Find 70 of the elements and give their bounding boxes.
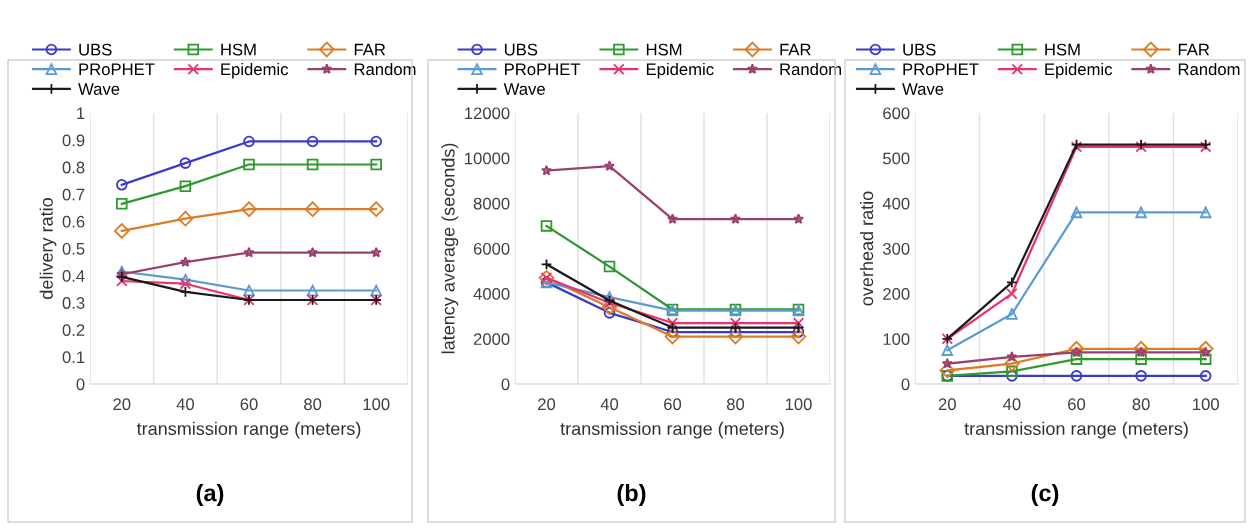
legend-label: Epidemic [221, 62, 289, 79]
y-tick-label: 0.6 [62, 215, 85, 228]
x-tick-label: 40 [1003, 398, 1021, 411]
x-tick-label: 20 [938, 398, 956, 411]
y-tick-label: 6000 [473, 242, 510, 255]
text: (b) [617, 483, 646, 506]
y-tick-label: 10000 [465, 152, 510, 165]
x-tick-label: 100 [1193, 398, 1219, 411]
legend-label: Random [354, 62, 416, 76]
y-tick-label: 200 [883, 288, 910, 300]
y-tick-label: 2000 [473, 333, 510, 346]
legend-label: Random [1178, 62, 1240, 76]
y-tick-label: 0.3 [62, 297, 85, 309]
y-tick-label: 12000 [465, 107, 510, 120]
legend-label: Wave [503, 83, 545, 95]
y-tick-label: 0 [901, 378, 910, 391]
x-tick-label: 60 [240, 398, 258, 411]
y-tick-label: 0.5 [62, 242, 85, 255]
y-axis-title: delivery ratio [39, 198, 57, 299]
legend-label: Wave [902, 83, 944, 95]
x-tick-label: 80 [304, 398, 322, 411]
y-tick-label: 0.2 [62, 324, 85, 336]
legend-label: FAR [780, 43, 811, 56]
x-tick-label: 40 [176, 398, 195, 411]
x-tick-label: 60 [664, 398, 682, 411]
legend-label: UBS [903, 43, 936, 56]
x-axis-title: transmission range (meters) [560, 421, 784, 439]
y-axis-title: latency average (seconds) [441, 143, 459, 354]
y-tick-label: 0.8 [62, 161, 85, 174]
legend-label: Epidemic [646, 62, 714, 79]
legend-label: Wave [78, 83, 120, 95]
legend-label: Epidemic [1045, 62, 1113, 79]
legend-label: PRoPHET [79, 63, 155, 76]
legend-label: UBS [79, 43, 112, 56]
x-tick-label: 100 [363, 398, 390, 411]
y-tick-label: 1 [77, 107, 85, 120]
text: (c) [1031, 483, 1059, 506]
legend-label: HSM [1045, 43, 1080, 56]
legend-label: FAR [1178, 43, 1210, 56]
y-tick-label: 400 [882, 197, 910, 210]
x-tick-label: 80 [1132, 398, 1150, 411]
legend-label: Random [780, 62, 841, 76]
y-tick-label: 100 [883, 333, 910, 346]
y-tick-label: 0 [501, 378, 510, 391]
legend-label: PRoPHET [903, 63, 979, 76]
legend-label: HSM [646, 43, 682, 56]
x-axis-title: transmission range (meters) [964, 421, 1188, 439]
text: (a) [196, 483, 224, 506]
y-tick-label: 0.7 [62, 188, 85, 201]
y-tick-label: 600 [883, 107, 910, 120]
y-tick-label: 300 [882, 242, 910, 255]
legend-label: UBS [504, 43, 538, 56]
x-axis-title: transmission range (meters) [136, 421, 361, 439]
x-tick-label: 80 [726, 398, 745, 411]
y-tick-label: 0.1 [62, 351, 85, 364]
y-tick-label: 500 [883, 152, 910, 165]
legend-label: FAR [354, 43, 386, 56]
legend-label: PRoPHET [505, 63, 581, 76]
x-tick-label: 40 [600, 398, 619, 411]
y-tick-label: 8000 [473, 197, 510, 210]
x-tick-label: 60 [1068, 398, 1086, 411]
y-tick-label: 0 [76, 378, 85, 391]
x-tick-label: 100 [785, 398, 812, 411]
legend-label: HSM [221, 43, 256, 56]
x-tick-label: 20 [113, 398, 131, 411]
y-tick-label: 0.9 [62, 134, 85, 147]
y-axis-title: overhead ratio [859, 191, 874, 306]
y-tick-label: 0.4 [62, 270, 85, 282]
x-tick-label: 20 [538, 398, 556, 411]
y-tick-label: 4000 [473, 288, 510, 300]
